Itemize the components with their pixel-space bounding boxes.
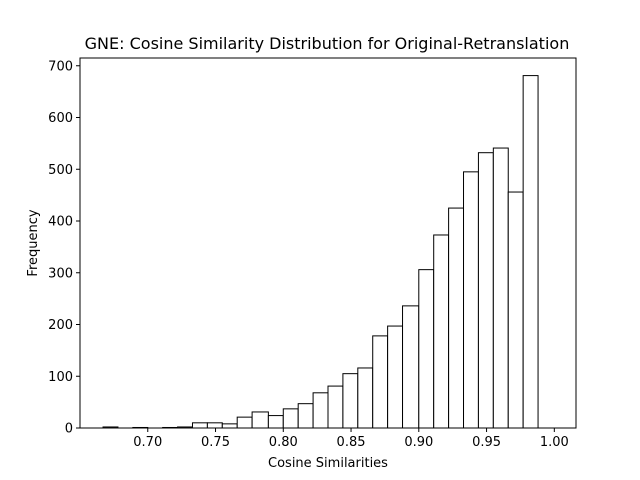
bars-group [102,75,539,429]
histogram-bar [387,325,404,429]
plot-frame [79,57,577,429]
histogram-bar [418,269,435,429]
y-tick-label: 600 [48,111,73,126]
histogram-bar [282,408,299,429]
histogram-bar [448,207,465,429]
histogram-bar [507,191,524,429]
histogram-bar [327,385,344,429]
histogram-bar [357,367,374,429]
y-axis-label: Frequency [26,209,41,276]
histogram-bar [297,403,314,429]
x-tick-label: 0.80 [269,435,298,450]
y-tick-label: 500 [48,163,73,178]
histogram-bar [492,147,509,429]
histogram-bar [221,423,238,429]
x-axis-ticks: 0.70 0.75 0.80 0.85 0.90 0.95 1.00 [133,428,569,450]
x-tick-label: 0.90 [404,435,433,450]
histogram-bar [342,373,359,429]
y-tick-label: 200 [48,318,73,333]
y-tick-label: 400 [48,215,73,230]
histogram-bar [463,171,479,429]
x-tick-label: 1.00 [540,435,569,450]
histogram-bar [206,422,223,429]
y-axis-ticks: 0 100 200 300 400 500 600 700 [48,59,80,437]
x-tick-label: 0.75 [201,435,230,450]
histogram-bar [236,416,253,429]
y-tick-label: 300 [48,266,73,281]
x-tick-label: 0.70 [133,435,162,450]
histogram-bar [402,305,420,429]
histogram-bar [433,234,450,429]
x-tick-label: 0.85 [337,435,366,450]
y-tick-label: 0 [65,422,73,437]
chart-title: GNE: Cosine Similarity Distribution for … [85,34,570,53]
x-tick-label: 0.95 [472,435,501,450]
histogram-bar [312,392,329,429]
histogram-bar [251,411,269,429]
histogram-bar [191,422,208,429]
histogram-bar [477,152,494,429]
histogram-bar [522,75,539,429]
histogram-bar [267,415,284,429]
y-tick-label: 100 [48,370,73,385]
histogram-bar [372,335,389,429]
x-axis-label: Cosine Similarities [268,456,388,471]
y-tick-label: 700 [48,59,73,74]
